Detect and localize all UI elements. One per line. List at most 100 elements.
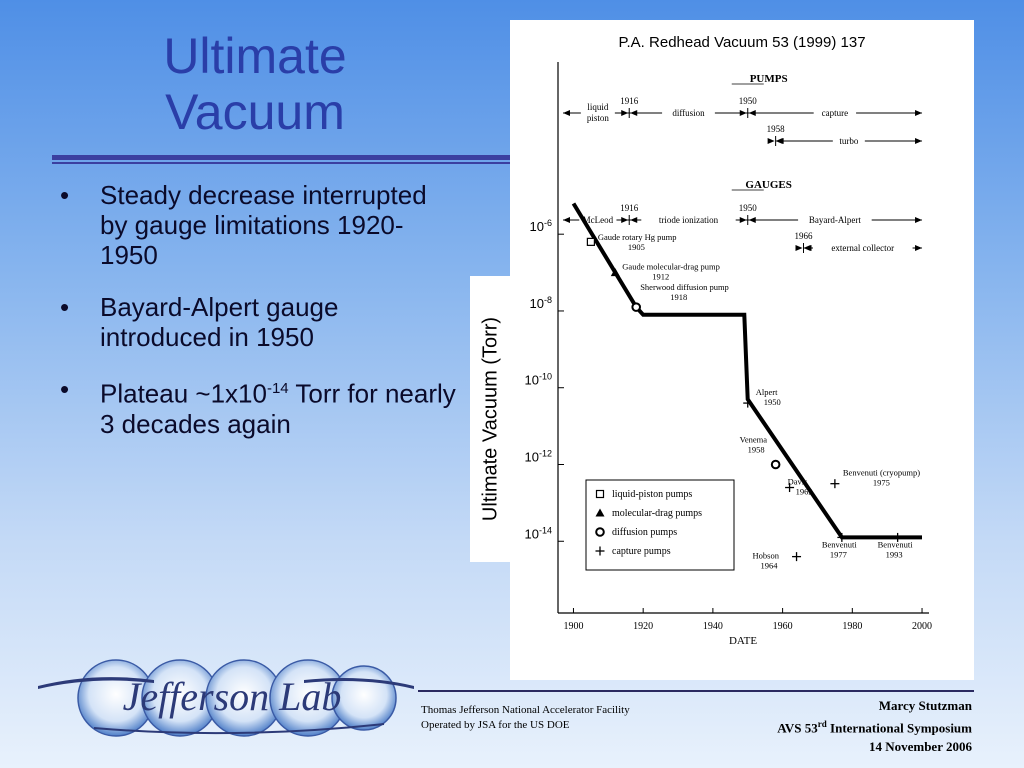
timeline-arrow-end — [915, 217, 923, 223]
data-point-year: 1950 — [764, 397, 781, 407]
timeline-year-label: 1916 — [620, 96, 639, 106]
bullet-item: • Bayard-Alpert gauge introduced in 1950 — [60, 292, 460, 352]
data-point-label: Hobson — [753, 551, 780, 561]
x-axis-title: DATE — [729, 635, 757, 647]
footer-organization: Thomas Jefferson National Accelerator Fa… — [421, 703, 630, 733]
bullet-item: • Plateau ~1x10-14 Torr for nearly 3 dec… — [60, 374, 460, 439]
bullet-item: • Steady decrease interrupted by gauge l… — [60, 180, 460, 270]
legend-marker — [595, 527, 605, 537]
y-tick-label: 10-10 — [525, 372, 552, 388]
bullet-text: Steady decrease interrupted by gauge lim… — [100, 180, 427, 270]
footer-event: AVS 53rd International Symposium — [777, 715, 972, 737]
data-point-year: 1912 — [652, 272, 669, 282]
bullet-text-post: Torr for nearly 3 decades again — [100, 378, 456, 439]
footer-org-line-1: Thomas Jefferson National Accelerator Fa… — [421, 704, 630, 716]
x-tick-label: 1980 — [842, 621, 862, 632]
timeline-heading: PUMPS — [750, 73, 788, 85]
bullet-glyph: • — [60, 374, 70, 404]
vacuum-history-chart: P.A. Redhead Vacuum 53 (1999) 137 1900 192… — [525, 34, 933, 647]
legend-entry-label: molecular-drag pumps — [612, 508, 702, 519]
timeline-arrow-end — [915, 138, 923, 144]
data-point-year: 1993 — [886, 549, 903, 559]
data-point-year: 1958 — [748, 444, 765, 454]
y-tick-label: 10-8 — [530, 295, 552, 311]
data-point-label: Gaude rotary Hg pump — [598, 232, 677, 242]
timeline-arrow-end — [915, 110, 923, 116]
data-point-year: 1975 — [873, 478, 890, 488]
title-line-2: Vacuum — [165, 84, 345, 140]
timeline-tick-arrow — [621, 110, 629, 116]
timeline-segment-label: external collector — [831, 243, 894, 253]
timeline-year-label: 1966 — [795, 231, 814, 241]
timeline-tick-arrow — [767, 138, 775, 144]
timeline-arrow-end — [915, 245, 923, 251]
data-point-label: Benvenuti (cryopump) — [843, 468, 920, 478]
timeline-year-label: 1950 — [739, 96, 758, 106]
bullet-glyph: • — [60, 180, 70, 210]
timeline-heading: GAUGES — [745, 179, 791, 191]
data-point-year: 1905 — [628, 242, 645, 252]
timeline-tick-arrow — [776, 138, 784, 144]
timeline-segment-label: liquid — [587, 102, 609, 112]
data-point-label: Venema — [740, 434, 768, 444]
logo-wordmark: Jefferson Lab — [123, 674, 342, 719]
timeline-segment-label: capture — [822, 108, 848, 118]
data-point-marker — [586, 237, 595, 246]
timeline-label-bg — [662, 107, 715, 118]
x-tick-label: 1960 — [773, 621, 793, 632]
data-point-label: Sherwood diffusion pump — [640, 282, 729, 292]
data-point-label: Benvenuti — [822, 539, 858, 549]
legend-marker — [595, 508, 605, 517]
timeline-segment-label: turbo — [839, 136, 858, 146]
timeline-arrow-start — [563, 217, 570, 223]
data-point-year: 1977 — [830, 549, 847, 559]
timeline-tick-arrow — [739, 110, 747, 116]
timeline-year-label: 1916 — [620, 203, 639, 213]
timeline-segment-label: triode ionization — [659, 215, 719, 225]
title-rule-thin — [52, 162, 510, 164]
timeline-label-bg — [813, 107, 857, 118]
timeline-segment-label: piston — [587, 113, 610, 123]
figure-citation: P.A. Redhead Vacuum 53 (1999) 137 — [618, 34, 865, 51]
timeline-label-bg — [580, 101, 615, 125]
footer-author: Marcy Stutzman — [878, 698, 972, 713]
y-tick-label: 10-14 — [525, 525, 552, 541]
x-tick-label: 2000 — [912, 621, 932, 632]
timeline-tick-arrow — [748, 110, 756, 116]
timeline-label-bg — [812, 242, 913, 253]
data-point-label: Gaude molecular-drag pump — [622, 262, 720, 272]
footer-event-pre: AVS 53 — [777, 720, 818, 736]
data-point-year: 1962 — [796, 487, 813, 497]
timeline-label-bg — [832, 135, 865, 146]
timeline-tick-arrow — [630, 110, 638, 116]
timeline-tick-arrow — [748, 217, 756, 223]
timeline-year-label: 1950 — [739, 203, 758, 213]
footer-org-line-2: Operated by JSA for the US DOE — [421, 719, 570, 731]
timeline-segment-label: McLeod — [583, 215, 614, 225]
jefferson-lab-logo: Jefferson Lab — [38, 659, 414, 737]
data-point-marker — [610, 268, 620, 277]
title-rule — [52, 155, 510, 160]
timeline-segment-label: diffusion — [672, 108, 705, 118]
legend-entry-label: capture pumps — [612, 546, 671, 557]
bullet-list: • Steady decrease interrupted by gauge l… — [60, 180, 460, 461]
legend-entry-label: liquid-piston pumps — [612, 489, 692, 500]
footer-credits: Marcy Stutzman AVS 53rd International Sy… — [777, 696, 972, 756]
timeline-tick-arrow — [739, 217, 747, 223]
title-line-1: Ultimate — [163, 28, 347, 84]
legend-entry-label: diffusion pumps — [612, 527, 677, 538]
bullet-text-sup: -14 — [266, 380, 289, 397]
y-tick-label: 10-12 — [525, 448, 552, 464]
data-point-marker — [770, 459, 781, 470]
timeline-arrow-start — [563, 110, 570, 116]
x-tick-label: 1940 — [703, 621, 723, 632]
bullet-text: Bayard-Alpert gauge introduced in 1950 — [100, 292, 339, 352]
figure-panel: P.A. Redhead Vacuum 53 (1999) 137 1900 192… — [510, 20, 974, 680]
footer-date: 14 November 2006 — [868, 739, 972, 755]
timeline-tick-arrow — [804, 245, 812, 251]
data-point-label: Alpert — [756, 387, 778, 397]
y-axis-label-box: Ultimate Vacuum (Torr) — [470, 276, 512, 562]
timeline-tick-arrow — [621, 217, 629, 223]
footer-event-sup: rd — [817, 719, 827, 729]
slide-title: Ultimate Vacuum — [60, 28, 450, 140]
